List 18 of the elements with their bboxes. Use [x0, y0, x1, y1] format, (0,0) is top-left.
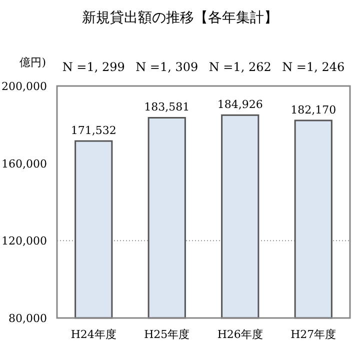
data-label: 171,532	[70, 124, 116, 138]
x-tick-label: H26年度	[217, 328, 263, 341]
text: N =1, 309	[136, 60, 198, 74]
y-tick-label: 120,000	[2, 234, 47, 248]
data-label: 183,581	[144, 100, 190, 114]
x-tick-label: H27年度	[290, 328, 336, 341]
y-axis-title: 億円)	[20, 56, 46, 69]
y-tick-label: 200,000	[2, 80, 47, 93]
y-tick-label: 80,000	[8, 312, 47, 325]
x-tick-label: H25年度	[144, 328, 190, 341]
y-tick-label: 160,000	[2, 157, 47, 170]
x-tick-label: H24年度	[70, 328, 116, 341]
data-label: 182,170	[290, 103, 336, 116]
text: N =1, 262	[208, 60, 272, 74]
chart-title: 新規貸出額の推移【各年集計】	[82, 10, 278, 26]
data-label: 184,926	[217, 98, 263, 112]
text: N =1, 246	[282, 60, 345, 74]
text: N =1, 299	[62, 60, 125, 74]
